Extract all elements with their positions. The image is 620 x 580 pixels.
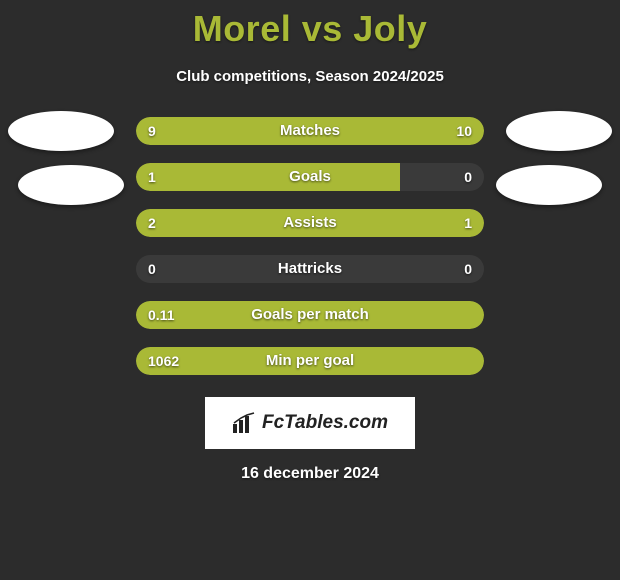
stat-label: Matches — [136, 117, 484, 145]
date-label: 16 december 2024 — [0, 465, 620, 483]
chart-icon — [232, 412, 258, 434]
stat-row-goals: 1 Goals 0 — [136, 163, 484, 191]
page-title: Morel vs Joly — [0, 0, 620, 50]
stat-row-hattricks: 0 Hattricks 0 — [136, 255, 484, 283]
stat-row-matches: 9 Matches 10 — [136, 117, 484, 145]
stat-row-min-per-goal: 1062 Min per goal — [136, 347, 484, 375]
stat-right-value: 1 — [464, 209, 472, 237]
stat-label: Hattricks — [136, 255, 484, 283]
stat-label: Goals per match — [136, 301, 484, 329]
player-right-avatar-1 — [506, 111, 612, 151]
stat-bars: 9 Matches 10 1 Goals 0 2 Assists 1 0 Hat… — [136, 117, 484, 375]
stat-label: Assists — [136, 209, 484, 237]
logo-text: FcTables.com — [262, 412, 388, 434]
stat-label: Goals — [136, 163, 484, 191]
stat-row-assists: 2 Assists 1 — [136, 209, 484, 237]
stat-right-value: 10 — [456, 117, 472, 145]
player-left-avatar-1 — [8, 111, 114, 151]
stat-right-value: 0 — [464, 255, 472, 283]
fctables-logo[interactable]: FcTables.com — [205, 397, 415, 449]
stat-row-goals-per-match: 0.11 Goals per match — [136, 301, 484, 329]
stats-area: 9 Matches 10 1 Goals 0 2 Assists 1 0 Hat… — [0, 117, 620, 375]
player-left-avatar-2 — [18, 165, 124, 205]
subtitle: Club competitions, Season 2024/2025 — [0, 68, 620, 85]
player-right-avatar-2 — [496, 165, 602, 205]
stat-label: Min per goal — [136, 347, 484, 375]
stat-right-value: 0 — [464, 163, 472, 191]
